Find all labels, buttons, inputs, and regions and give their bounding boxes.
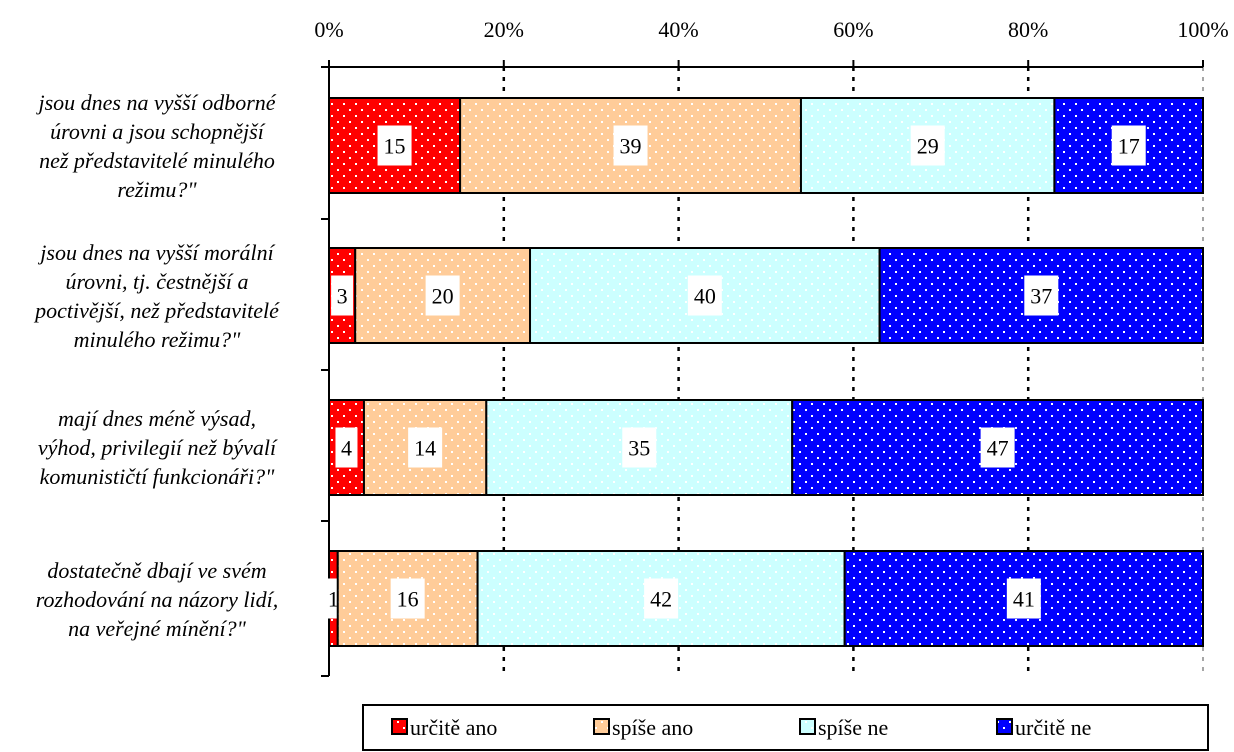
data-label-bg <box>425 275 460 316</box>
category-label: jsou dnes na vyšší morální úrovni, tj. če… <box>6 238 308 354</box>
data-label: 47 <box>987 436 1009 461</box>
data-label: 15 <box>384 134 406 159</box>
data-label-bg <box>335 427 358 468</box>
category-label-line: jsou dnes na vyšší odborné <box>38 90 276 115</box>
data-label: 42 <box>650 587 672 612</box>
data-label-bg <box>910 125 945 166</box>
category-label-line: režimu?" <box>117 177 197 202</box>
category-label-line: úrovni a jsou schopnější <box>50 119 264 144</box>
legend-swatch <box>391 718 408 735</box>
data-label-bg <box>613 125 648 166</box>
data-label: 40 <box>694 284 716 309</box>
legend-label: určitě ne <box>1015 715 1091 740</box>
data-label: 39 <box>620 134 642 159</box>
category-label-line: mají dnes méně výsad, <box>58 405 256 431</box>
category-label-line: rozhodování na názory lidí, <box>35 586 279 612</box>
legend-swatch <box>799 718 816 735</box>
category-label: jsou dnes na vyšší odborné úrovni a jsou … <box>6 88 308 204</box>
legend-box <box>362 704 1209 751</box>
data-label: 16 <box>397 587 419 612</box>
data-label-bg <box>1006 578 1041 619</box>
x-tick-label: 80% <box>1008 17 1048 42</box>
legend-swatch <box>996 718 1013 735</box>
data-label: 41 <box>1013 587 1035 612</box>
legend-swatch <box>593 718 610 735</box>
data-label: 35 <box>628 436 650 461</box>
data-label-bg <box>687 275 722 316</box>
x-tick-label: 20% <box>484 17 524 42</box>
category-label-line: výhod, privilegií než bývalí <box>37 434 277 460</box>
data-label-bg <box>408 427 443 468</box>
category-label: dostatečně dbají ve svém rozhodování na n… <box>6 556 308 643</box>
data-label-bg <box>980 427 1015 468</box>
category-label-line: na veřejné mínění?" <box>68 615 246 641</box>
category-label-line: poctivější, než představitelé <box>35 298 279 323</box>
data-label-bg <box>644 578 679 619</box>
data-label: 29 <box>917 134 939 159</box>
bar-segment <box>328 97 462 194</box>
x-tick-label: 100% <box>1177 17 1228 42</box>
data-label: 3 <box>337 284 348 309</box>
data-label-bg <box>377 125 412 166</box>
data-label: 4 <box>341 436 352 461</box>
data-label-bg <box>1111 125 1146 166</box>
legend-label: spíše ano <box>612 715 693 740</box>
data-label: 37 <box>1030 284 1052 309</box>
category-label-line: než představitelé minulého <box>39 148 275 173</box>
x-tick-label: 60% <box>833 17 873 42</box>
category-label-line: jsou dnes na vyšší morální <box>40 240 274 265</box>
category-label: mají dnes méně výsad, výhod, privilegií n… <box>6 404 308 491</box>
data-label: 1 <box>328 587 339 612</box>
data-label: 17 <box>1118 134 1140 159</box>
data-label-bg <box>622 427 657 468</box>
legend-label: spíše ne <box>818 715 888 740</box>
category-label-line: dostatečně dbají ve svém <box>47 557 267 583</box>
category-label-line: komunističtí funkcionáři?" <box>39 463 275 489</box>
data-label-bg <box>331 275 354 316</box>
x-tick-label: 0% <box>314 17 343 42</box>
data-label-bg <box>390 578 425 619</box>
x-tick-label: 40% <box>658 17 698 42</box>
data-label-bg <box>1024 275 1059 316</box>
legend-label: určitě ano <box>410 715 497 740</box>
data-label: 20 <box>432 284 454 309</box>
category-label-line: minulého režimu?" <box>73 327 241 352</box>
data-label: 14 <box>414 436 436 461</box>
category-label-line: úrovni, tj. čestnější a <box>65 269 249 294</box>
